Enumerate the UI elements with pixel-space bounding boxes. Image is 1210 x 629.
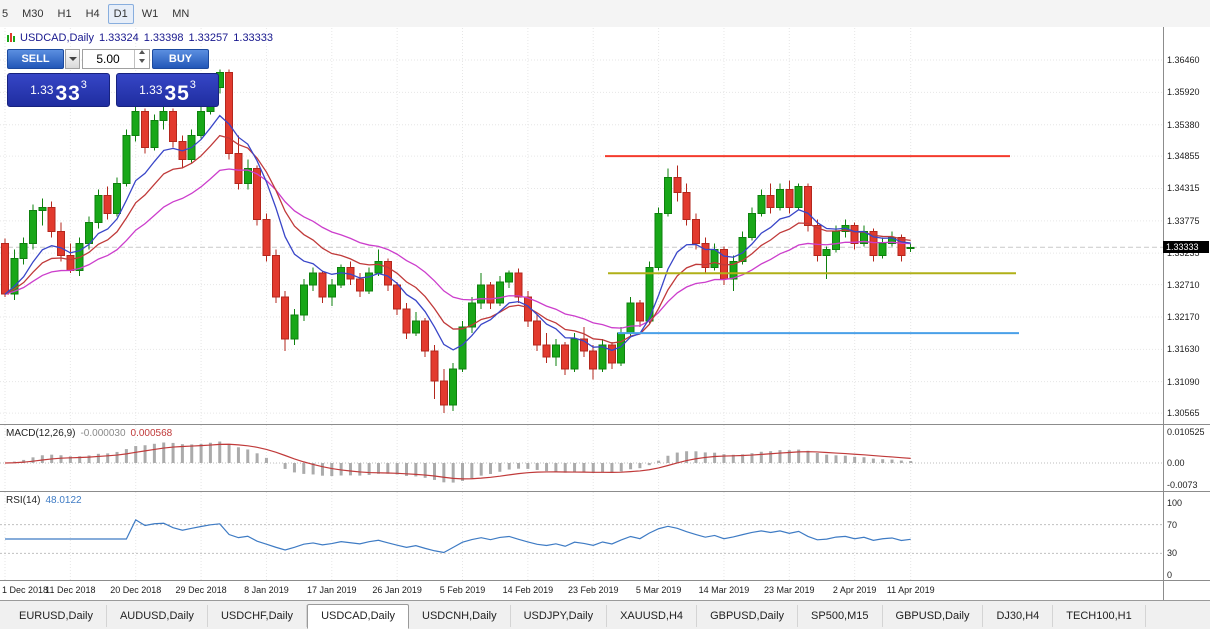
time-axis-label: 8 Jan 2019 bbox=[244, 585, 289, 595]
price-axis-label: 1.31630 bbox=[1167, 344, 1200, 355]
macd-axis-label: 0.010525 bbox=[1167, 426, 1205, 437]
chart-tab-audusd-daily[interactable]: AUDUSD,Daily bbox=[107, 605, 208, 627]
ohlc-open: 1.33324 bbox=[98, 32, 139, 44]
price-axis-label: 1.35920 bbox=[1167, 87, 1200, 98]
price-axis-label: 1.35380 bbox=[1167, 119, 1200, 130]
chart-icon bbox=[6, 33, 15, 42]
rsi-axis-label: 100 bbox=[1167, 498, 1183, 508]
time-axis-label: 2 Apr 2019 bbox=[832, 585, 877, 595]
buy-price-tile[interactable]: 1.33353 bbox=[116, 73, 219, 107]
macd-panel[interactable] bbox=[0, 425, 1163, 491]
chart-window: USDCAD,Daily 1.33324 1.33398 1.33257 1.33333… bbox=[0, 27, 1210, 600]
rsi-panel[interactable] bbox=[0, 492, 1163, 580]
macd-signal-value: 0.000568 bbox=[130, 428, 173, 439]
price-axis-label: 1.30565 bbox=[1167, 408, 1200, 419]
chart-tab-usdchf-daily[interactable]: USDCHF,Daily bbox=[208, 605, 308, 627]
buy-button[interactable]: BUY bbox=[152, 49, 209, 69]
ohlc-close: 1.33333 bbox=[233, 32, 274, 44]
volume-increase-button[interactable] bbox=[135, 50, 149, 59]
rsi-axis-label: 0 bbox=[1167, 570, 1173, 580]
ohlc-high: 1.33398 bbox=[143, 32, 184, 44]
time-axis-label: 26 Jan 2019 bbox=[372, 585, 422, 595]
timeframe-toolbar: 5 M30 H1 H4 D1 W1 MN bbox=[0, 0, 1210, 28]
rsi-value: 48.0122 bbox=[45, 495, 82, 506]
price-axis-label: 1.33775 bbox=[1167, 215, 1200, 226]
time-axis-label: 14 Mar 2019 bbox=[698, 585, 750, 595]
timeframe-button-w1[interactable]: W1 bbox=[141, 8, 159, 20]
ohlc-low: 1.33257 bbox=[188, 32, 229, 44]
time-axis-label: 23 Mar 2019 bbox=[764, 585, 815, 595]
chart-tab-tech100-h1[interactable]: TECH100,H1 bbox=[1053, 605, 1146, 627]
price-axis-label: 1.34315 bbox=[1167, 183, 1200, 194]
price-chart[interactable] bbox=[0, 28, 1163, 424]
time-axis-label: 5 Feb 2019 bbox=[439, 585, 486, 595]
chart-tab-gbpusd-daily[interactable]: GBPUSD,Daily bbox=[883, 605, 984, 627]
macd-axis-label: 0.00 bbox=[1167, 458, 1185, 468]
ask-price-main: 1.33 bbox=[139, 83, 163, 97]
time-axis-label: 5 Mar 2019 bbox=[635, 585, 682, 595]
timeframe-button-h4[interactable]: H4 bbox=[85, 8, 100, 20]
price-axis-label: 1.34855 bbox=[1167, 151, 1200, 162]
trade-options-dropdown[interactable] bbox=[65, 49, 80, 69]
rsi-axis-label: 30 bbox=[1167, 548, 1178, 559]
macd-label: MACD(12,26,9) -0.000030 0.000568 bbox=[6, 428, 172, 439]
rsi-axis-label: 70 bbox=[1167, 519, 1178, 530]
chart-title: USDCAD,Daily 1.33324 1.33398 1.33257 1.33333 bbox=[6, 32, 278, 44]
volume-input[interactable] bbox=[83, 50, 133, 68]
macd-name: MACD(12,26,9) bbox=[6, 428, 76, 439]
rsi-label: RSI(14) 48.0122 bbox=[6, 495, 82, 506]
time-axis[interactable]: 1 Dec 2018 11 Dec 2018 20 Dec 2018 29 Dec 2… bbox=[0, 581, 1163, 600]
bid-price-pips: 33 bbox=[55, 82, 81, 105]
price-axis[interactable]: 1.36460 1.35920 1.35380 1.34855 1.34315 1.337… bbox=[1163, 27, 1210, 600]
chart-tab-dj30-h4[interactable]: DJ30,H4 bbox=[983, 605, 1054, 627]
time-axis-label: 14 Feb 2019 bbox=[502, 585, 554, 595]
timeframe-button-m30[interactable]: M30 bbox=[22, 8, 44, 20]
timeframe-button-5[interactable]: 5 bbox=[2, 8, 9, 20]
timeframe-button-mn[interactable]: MN bbox=[172, 8, 190, 20]
time-axis-label: 11 Apr 2019 bbox=[886, 585, 935, 595]
macd-axis-label: -0.0073 bbox=[1167, 479, 1198, 490]
axis-divider bbox=[1163, 27, 1164, 600]
price-axis-label: 1.36460 bbox=[1167, 55, 1200, 65]
sell-button[interactable]: SELL bbox=[7, 49, 64, 69]
panel-divider[interactable] bbox=[0, 424, 1210, 425]
price-axis-label: 1.31090 bbox=[1167, 376, 1200, 387]
panel-divider[interactable] bbox=[0, 580, 1210, 581]
timeframe-button-d1[interactable]: D1 bbox=[107, 4, 134, 24]
macd-main-value: -0.000030 bbox=[80, 428, 126, 439]
chart-tab-usdcnh-daily[interactable]: USDCNH,Daily bbox=[409, 605, 511, 627]
chart-tab-eurusd-daily[interactable]: EURUSD,Daily bbox=[6, 605, 107, 627]
timeframe-button-h1[interactable]: H1 bbox=[57, 8, 72, 20]
time-axis-label: 11 Dec 2018 bbox=[45, 585, 96, 595]
time-axis-label: 17 Jan 2019 bbox=[307, 585, 357, 595]
ask-price-frac: 3 bbox=[189, 79, 196, 91]
chart-symbol: USDCAD,Daily bbox=[20, 32, 94, 44]
price-axis-label: 1.32170 bbox=[1167, 311, 1200, 322]
panel-divider[interactable] bbox=[0, 491, 1210, 492]
bid-price-main: 1.33 bbox=[30, 83, 54, 97]
ask-price-pips: 35 bbox=[164, 82, 190, 105]
chevron-down-icon bbox=[68, 57, 77, 61]
chart-tab-usdcad-daily[interactable]: USDCAD,Daily bbox=[307, 604, 410, 629]
volume-decrease-button[interactable] bbox=[135, 59, 149, 68]
sell-price-tile[interactable]: 1.33333 bbox=[7, 73, 110, 107]
time-axis-label: 29 Dec 2018 bbox=[175, 585, 227, 595]
chart-tab-xauusd-h4[interactable]: XAUUSD,H4 bbox=[607, 605, 698, 627]
bid-price-frac: 3 bbox=[80, 79, 87, 91]
chart-tab-usdjpy-daily[interactable]: USDJPY,Daily bbox=[511, 605, 608, 627]
chart-tab-bar: EURUSD,Daily AUDUSD,Daily USDCHF,Daily USDC… bbox=[0, 600, 1210, 629]
chart-tab-gbpusd-daily[interactable]: GBPUSD,Daily bbox=[697, 605, 799, 627]
rsi-name: RSI(14) bbox=[6, 495, 41, 506]
price-axis-label: 1.32710 bbox=[1167, 279, 1200, 290]
volume-box bbox=[82, 49, 150, 69]
time-axis-label: 23 Feb 2019 bbox=[567, 585, 619, 595]
time-axis-label: 1 Dec 2018 bbox=[2, 585, 49, 595]
current-price-tag: 1.33333 bbox=[1163, 241, 1209, 254]
chart-tab-sp500-m15[interactable]: SP500,M15 bbox=[798, 605, 883, 627]
time-axis-label: 20 Dec 2018 bbox=[110, 585, 162, 595]
